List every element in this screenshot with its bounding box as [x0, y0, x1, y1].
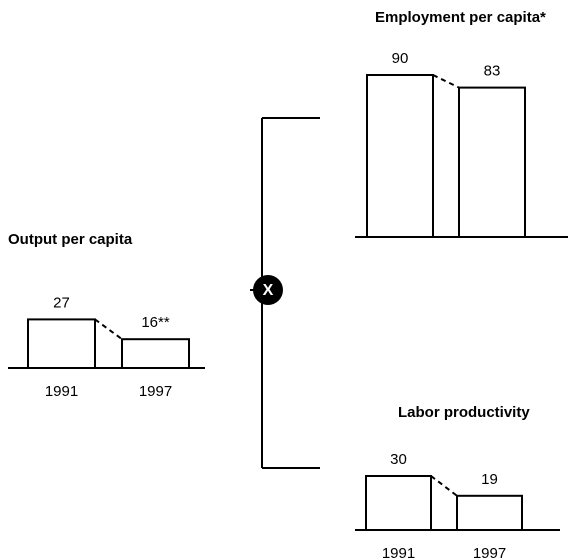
x-tick-label: 1991: [45, 383, 78, 400]
value-label: 30: [390, 451, 407, 468]
value-label: 19: [481, 471, 498, 488]
x-tick-label: 1997: [473, 545, 506, 558]
operator-symbol: X: [263, 282, 274, 299]
chart-title: Output per capita: [8, 231, 133, 248]
chart-title: Employment per capita*: [375, 9, 546, 26]
dashed-connector: [432, 74, 460, 89]
x-tick-label: 1997: [139, 383, 172, 400]
bar: [121, 338, 190, 370]
bar: [27, 318, 96, 369]
dashed-connector: [430, 475, 458, 497]
bar: [365, 475, 432, 531]
chart-title: Labor productivity: [398, 404, 530, 421]
x-tick-label: 1991: [382, 545, 415, 558]
value-label: 16**: [141, 314, 170, 331]
bar: [366, 74, 434, 238]
value-label: 27: [53, 294, 70, 311]
value-label: 90: [392, 50, 409, 67]
operator-circle: [253, 275, 283, 305]
bar: [456, 494, 523, 531]
dashed-connector: [94, 318, 123, 341]
bar: [458, 86, 526, 238]
value-label: 83: [484, 63, 501, 80]
